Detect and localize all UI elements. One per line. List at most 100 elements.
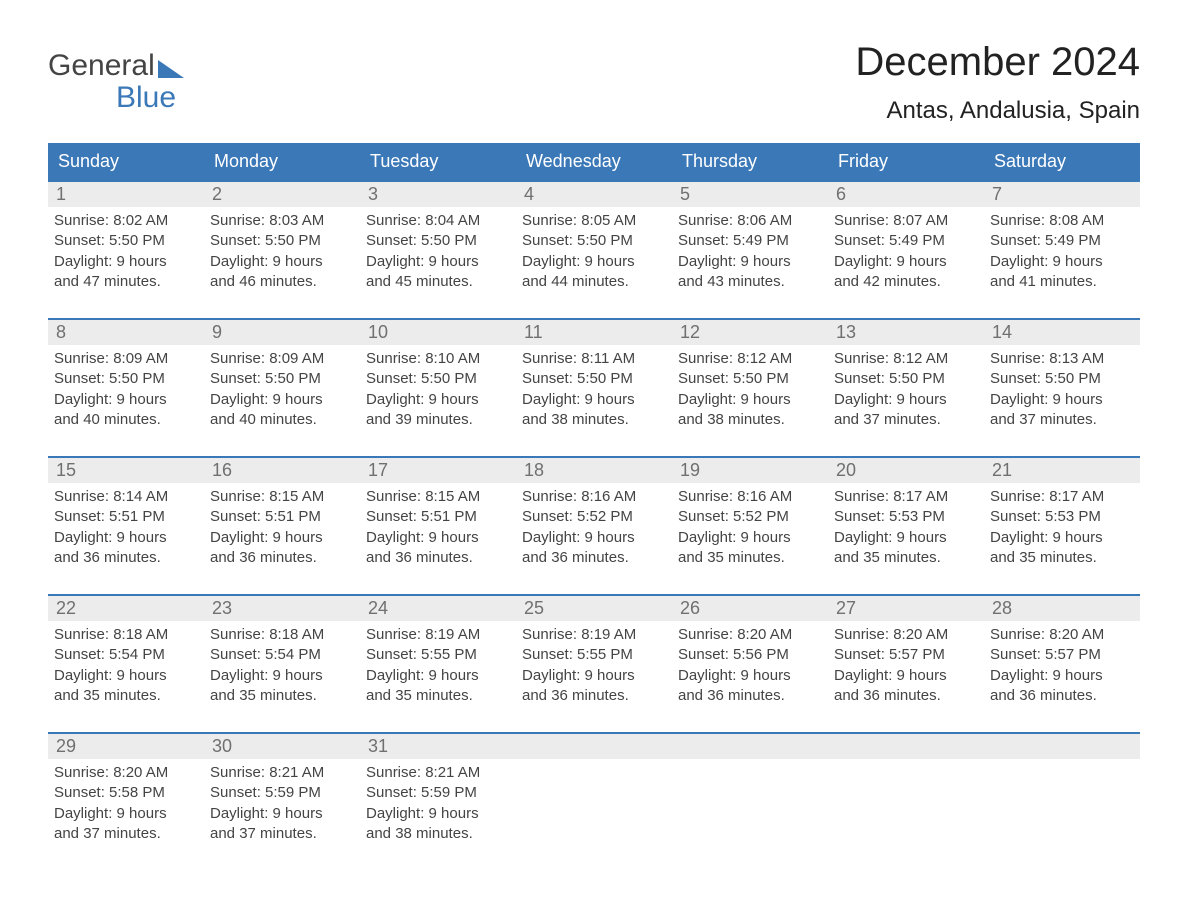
sunrise-label: Sunrise:: [990, 212, 1045, 229]
sunrise-value: 8:12 AM: [893, 350, 948, 367]
sunset-line: Sunset: 5:50 PM: [210, 231, 354, 251]
daylight-line1: Daylight: 9 hours: [990, 666, 1134, 686]
sunrise-value: 8:16 AM: [737, 488, 792, 505]
sunset-line: Sunset: 5:50 PM: [366, 231, 510, 251]
daylight-label: Daylight:: [834, 529, 892, 546]
day-cell: 10Sunrise: 8:10 AMSunset: 5:50 PMDayligh…: [360, 320, 516, 430]
daylight-line2: and 36 minutes.: [366, 548, 510, 568]
sunset-value: 5:50 PM: [1045, 370, 1101, 387]
sunset-line: Sunset: 5:54 PM: [54, 645, 198, 665]
sunrise-value: 8:05 AM: [581, 212, 636, 229]
sunrise-label: Sunrise:: [522, 350, 577, 367]
day-detail: Sunrise: 8:16 AMSunset: 5:52 PMDaylight:…: [516, 483, 672, 568]
sunset-value: 5:50 PM: [265, 232, 321, 249]
sunrise-value: 8:20 AM: [737, 626, 792, 643]
sunset-label: Sunset:: [366, 784, 417, 801]
sunrise-label: Sunrise:: [54, 212, 109, 229]
sunset-label: Sunset:: [210, 784, 261, 801]
sunrise-value: 8:14 AM: [113, 488, 168, 505]
sunset-line: Sunset: 5:51 PM: [54, 507, 198, 527]
day-number: 24: [360, 596, 516, 621]
day-cell: 8Sunrise: 8:09 AMSunset: 5:50 PMDaylight…: [48, 320, 204, 430]
daylight-line1: Daylight: 9 hours: [54, 804, 198, 824]
sunset-line: Sunset: 5:57 PM: [834, 645, 978, 665]
daylight-line2: and 45 minutes.: [366, 272, 510, 292]
daylight-line1: Daylight: 9 hours: [522, 252, 666, 272]
day-cell: 11Sunrise: 8:11 AMSunset: 5:50 PMDayligh…: [516, 320, 672, 430]
sunset-label: Sunset:: [210, 232, 261, 249]
sunset-value: 5:55 PM: [421, 646, 477, 663]
daylight-value1: 9 hours: [273, 529, 323, 546]
day-number: 25: [516, 596, 672, 621]
sunrise-value: 8:19 AM: [581, 626, 636, 643]
sunrise-label: Sunrise:: [210, 350, 265, 367]
sunrise-label: Sunrise:: [54, 350, 109, 367]
day-detail: Sunrise: 8:19 AMSunset: 5:55 PMDaylight:…: [360, 621, 516, 706]
sunset-value: 5:54 PM: [109, 646, 165, 663]
sunset-label: Sunset:: [366, 370, 417, 387]
sunset-label: Sunset:: [366, 508, 417, 525]
sunset-label: Sunset:: [210, 508, 261, 525]
sunset-line: Sunset: 5:59 PM: [210, 783, 354, 803]
daylight-value1: 9 hours: [741, 529, 791, 546]
sunset-value: 5:49 PM: [733, 232, 789, 249]
daylight-line1: Daylight: 9 hours: [54, 528, 198, 548]
sunrise-value: 8:20 AM: [893, 626, 948, 643]
sunrise-value: 8:16 AM: [581, 488, 636, 505]
daylight-line1: Daylight: 9 hours: [366, 666, 510, 686]
sunrise-value: 8:08 AM: [1049, 212, 1104, 229]
sunset-label: Sunset:: [522, 508, 573, 525]
page-header: General Blue December 2024 Antas, Andalu…: [48, 40, 1140, 125]
sunrise-label: Sunrise:: [522, 626, 577, 643]
day-number: 1: [48, 182, 204, 207]
daylight-line2: and 35 minutes.: [54, 686, 198, 706]
daylight-label: Daylight:: [522, 529, 580, 546]
day-number: 13: [828, 320, 984, 345]
sunrise-label: Sunrise:: [210, 626, 265, 643]
daylight-value1: 9 hours: [117, 391, 167, 408]
day-cell: 9Sunrise: 8:09 AMSunset: 5:50 PMDaylight…: [204, 320, 360, 430]
daylight-value1: 9 hours: [273, 805, 323, 822]
day-detail: Sunrise: 8:04 AMSunset: 5:50 PMDaylight:…: [360, 207, 516, 292]
day-number: 27: [828, 596, 984, 621]
daylight-label: Daylight:: [210, 805, 268, 822]
sunrise-label: Sunrise:: [210, 212, 265, 229]
day-detail: Sunrise: 8:15 AMSunset: 5:51 PMDaylight:…: [360, 483, 516, 568]
day-cell: 25Sunrise: 8:19 AMSunset: 5:55 PMDayligh…: [516, 596, 672, 706]
daylight-line1: Daylight: 9 hours: [210, 390, 354, 410]
daylight-value1: 9 hours: [1053, 391, 1103, 408]
daylight-line1: Daylight: 9 hours: [366, 390, 510, 410]
day-detail: Sunrise: 8:16 AMSunset: 5:52 PMDaylight:…: [672, 483, 828, 568]
daylight-line2: and 42 minutes.: [834, 272, 978, 292]
sunset-value: 5:58 PM: [109, 784, 165, 801]
sunset-value: 5:50 PM: [577, 370, 633, 387]
sunset-line: Sunset: 5:55 PM: [522, 645, 666, 665]
sunrise-line: Sunrise: 8:09 AM: [210, 349, 354, 369]
sunset-label: Sunset:: [678, 232, 729, 249]
daylight-line1: Daylight: 9 hours: [54, 666, 198, 686]
day-cell: 7Sunrise: 8:08 AMSunset: 5:49 PMDaylight…: [984, 182, 1140, 292]
sunset-value: 5:52 PM: [733, 508, 789, 525]
day-detail: Sunrise: 8:17 AMSunset: 5:53 PMDaylight:…: [984, 483, 1140, 568]
day-cell: [984, 734, 1140, 844]
sunset-line: Sunset: 5:56 PM: [678, 645, 822, 665]
day-detail: Sunrise: 8:21 AMSunset: 5:59 PMDaylight:…: [360, 759, 516, 844]
sunset-value: 5:50 PM: [109, 232, 165, 249]
sunset-value: 5:50 PM: [421, 232, 477, 249]
daylight-value1: 9 hours: [741, 391, 791, 408]
daylight-label: Daylight:: [366, 529, 424, 546]
daylight-label: Daylight:: [990, 391, 1048, 408]
daylight-value1: 9 hours: [585, 667, 635, 684]
day-number: 10: [360, 320, 516, 345]
daylight-value1: 9 hours: [585, 391, 635, 408]
day-cell: 30Sunrise: 8:21 AMSunset: 5:59 PMDayligh…: [204, 734, 360, 844]
day-number: 17: [360, 458, 516, 483]
daylight-line1: Daylight: 9 hours: [678, 528, 822, 548]
sunset-line: Sunset: 5:50 PM: [990, 369, 1134, 389]
daylight-value1: 9 hours: [585, 529, 635, 546]
sunset-label: Sunset:: [990, 508, 1041, 525]
sunrise-value: 8:21 AM: [425, 764, 480, 781]
sunrise-label: Sunrise:: [366, 764, 421, 781]
daylight-line2: and 37 minutes.: [54, 824, 198, 844]
daylight-label: Daylight:: [990, 667, 1048, 684]
